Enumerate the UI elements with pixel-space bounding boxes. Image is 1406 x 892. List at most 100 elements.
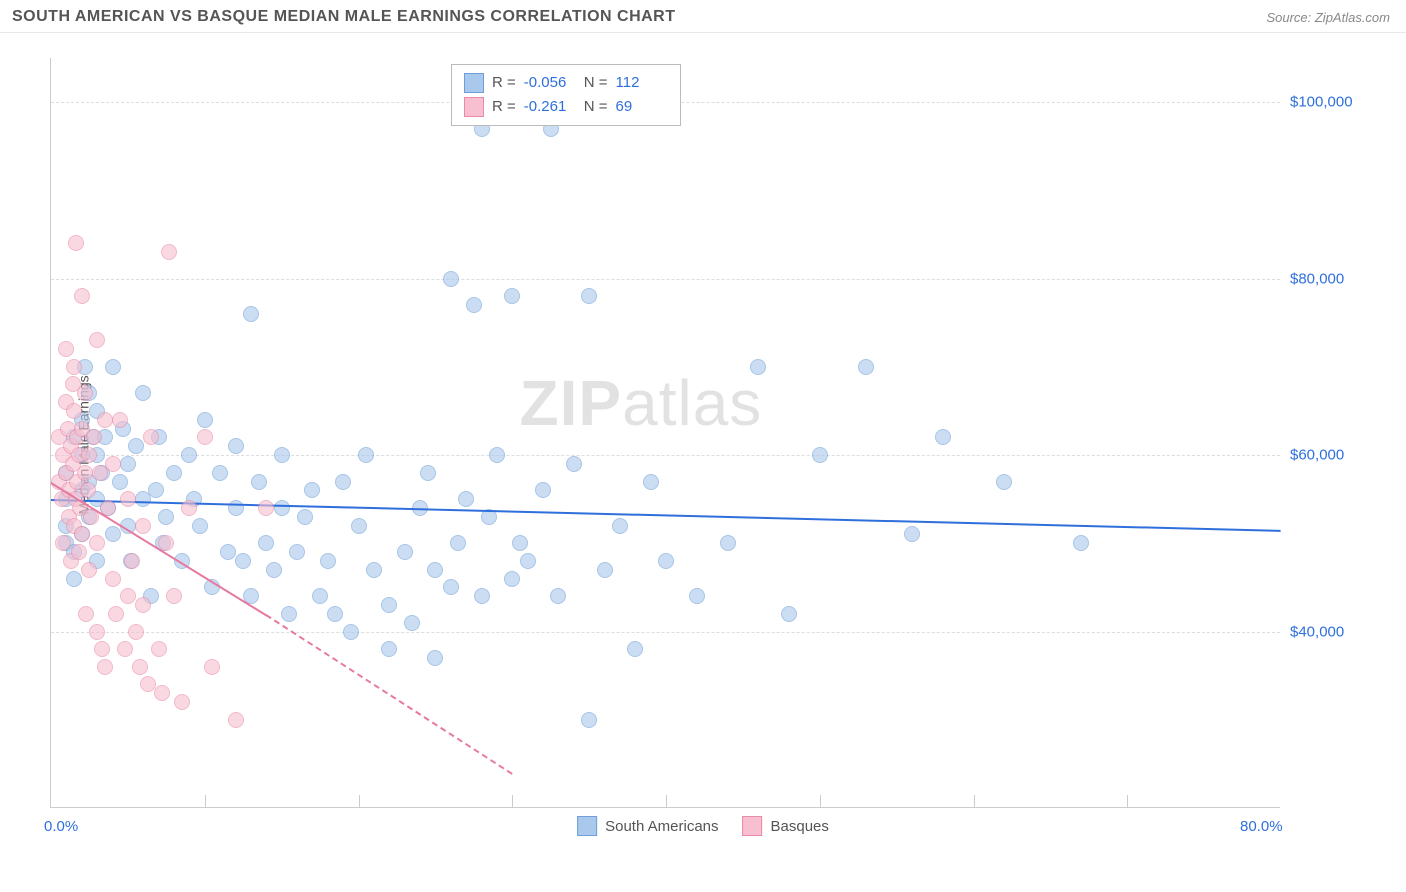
scatter-point [228, 712, 244, 728]
gridline [51, 455, 1280, 456]
scatter-point [74, 526, 90, 542]
scatter-point [66, 571, 82, 587]
scatter-point [458, 491, 474, 507]
scatter-point [504, 571, 520, 587]
scatter-point [904, 526, 920, 542]
x-tick [1127, 795, 1128, 807]
scatter-point [535, 482, 551, 498]
legend-row: R = -0.056 N = 112 [464, 71, 668, 95]
scatter-point [427, 650, 443, 666]
scatter-point [512, 535, 528, 551]
scatter-point [97, 412, 113, 428]
scatter-point [243, 306, 259, 322]
scatter-point [297, 509, 313, 525]
y-tick-label: $60,000 [1290, 447, 1344, 464]
scatter-point [251, 474, 267, 490]
scatter-point [89, 624, 105, 640]
scatter-point [812, 447, 828, 463]
scatter-point [78, 606, 94, 622]
scatter-point [74, 288, 90, 304]
scatter-point [166, 465, 182, 481]
chart-header: SOUTH AMERICAN VS BASQUE MEDIAN MALE EAR… [0, 0, 1406, 33]
scatter-point [143, 429, 159, 445]
scatter-point [466, 297, 482, 313]
scatter-point [335, 474, 351, 490]
scatter-point [581, 712, 597, 728]
scatter-point [105, 456, 121, 472]
scatter-point [504, 288, 520, 304]
scatter-point [427, 562, 443, 578]
n-value: 112 [616, 71, 668, 95]
x-tick [512, 795, 513, 807]
scatter-point [112, 474, 128, 490]
scatter-point [935, 429, 951, 445]
scatter-point [858, 359, 874, 375]
scatter-point [120, 456, 136, 472]
y-tick-label: $40,000 [1290, 623, 1344, 640]
scatter-point [489, 447, 505, 463]
scatter-point [381, 641, 397, 657]
legend-item-south-americans: South Americans [577, 816, 718, 836]
scatter-point [550, 588, 566, 604]
scatter-point [381, 597, 397, 613]
trend-line [266, 614, 513, 775]
scatter-point [158, 509, 174, 525]
scatter-point [612, 518, 628, 534]
r-label: R = [492, 95, 516, 119]
scatter-point [289, 544, 305, 560]
scatter-point [192, 518, 208, 534]
scatter-point [266, 562, 282, 578]
x-tick [359, 795, 360, 807]
scatter-point [77, 385, 93, 401]
scatter-point [358, 447, 374, 463]
scatter-point [204, 659, 220, 675]
scatter-point [281, 606, 297, 622]
scatter-point [566, 456, 582, 472]
scatter-point [658, 553, 674, 569]
scatter-point [174, 694, 190, 710]
scatter-point [94, 641, 110, 657]
scatter-point [235, 553, 251, 569]
scatter-point [520, 553, 536, 569]
scatter-point [228, 500, 244, 516]
scatter-point [55, 535, 71, 551]
x-tick [205, 795, 206, 807]
scatter-point [148, 482, 164, 498]
scatter-point [97, 659, 113, 675]
scatter-point [108, 606, 124, 622]
x-tick [974, 795, 975, 807]
scatter-point [197, 429, 213, 445]
legend-swatch-icon [464, 97, 484, 117]
scatter-point [117, 641, 133, 657]
scatter-point [996, 474, 1012, 490]
scatter-point [212, 465, 228, 481]
scatter-point [128, 438, 144, 454]
r-value: -0.261 [524, 95, 576, 119]
scatter-point [1073, 535, 1089, 551]
legend-label: South Americans [605, 818, 718, 835]
scatter-point [750, 359, 766, 375]
scatter-point [220, 544, 236, 560]
n-label: N = [584, 71, 608, 95]
scatter-point [89, 535, 105, 551]
scatter-point [105, 359, 121, 375]
scatter-point [128, 624, 144, 640]
scatter-point [81, 447, 97, 463]
scatter-point [81, 562, 97, 578]
scatter-point [597, 562, 613, 578]
gridline [51, 632, 1280, 633]
scatter-point [627, 641, 643, 657]
scatter-point [132, 659, 148, 675]
scatter-point [397, 544, 413, 560]
scatter-point [720, 535, 736, 551]
scatter-point [112, 412, 128, 428]
r-value: -0.056 [524, 71, 576, 95]
scatter-point [320, 553, 336, 569]
scatter-point [181, 500, 197, 516]
r-label: R = [492, 71, 516, 95]
scatter-point [181, 447, 197, 463]
scatter-point [343, 624, 359, 640]
scatter-plot-area: ZIPatlas R =-0.056N =112R =-0.261N =69 [50, 58, 1280, 808]
scatter-point [58, 341, 74, 357]
scatter-point [105, 526, 121, 542]
